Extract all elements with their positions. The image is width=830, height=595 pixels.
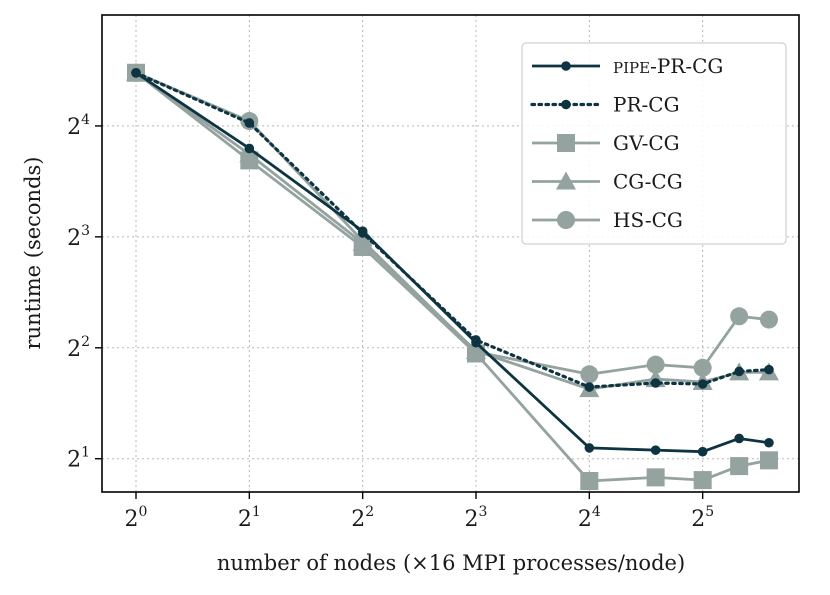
data-point [467,344,485,363]
x-tick-exponent: 5 [705,504,714,520]
data-point [759,451,778,470]
y-tick-exponent: 3 [81,223,90,239]
x-axis-title: number of nodes (×16 MPI processes/node) [217,551,685,575]
y-tick-label: 24 [67,112,90,140]
x-tick-exponent: 0 [139,504,148,520]
legend-marker [561,61,571,71]
data-point [650,445,661,455]
y-tick-base: 2 [67,448,81,473]
x-tick-exponent: 3 [479,504,488,520]
data-point [693,471,712,490]
x-tick-exponent: 4 [592,504,601,520]
data-point [580,472,599,491]
y-tick-exponent: 2 [81,334,90,350]
legend: PIPE-PR-CG PR-CG GV-CG CG-CG HS-CG [521,42,787,245]
y-tick-exponent: 4 [81,112,90,128]
data-point [357,226,368,236]
y-tick-base: 2 [67,115,81,140]
data-point [693,358,712,377]
y-tick-base: 2 [67,337,81,362]
legend-box [521,42,787,245]
y-tick-exponent: 1 [81,445,90,461]
legend-entry: CG-CG [532,170,683,194]
series-layer [126,62,779,491]
data-point [584,382,595,392]
x-tick-label: 23 [465,504,488,532]
data-point [584,443,595,453]
data-point [244,143,255,154]
legend-marker [561,99,571,110]
data-point [471,337,481,348]
x-tick-label: 21 [238,504,261,532]
data-point [759,310,778,329]
legend-label-prefix: PIPE [613,59,650,77]
y-axis-title: runtime (seconds) [21,157,45,350]
x-tick-base: 2 [691,507,705,532]
data-point [580,365,599,384]
data-point [697,446,708,457]
data-point [697,379,708,389]
series-pr-cg [131,67,774,457]
data-point [650,378,661,388]
series-gv-cg [127,63,778,491]
legend-marker [557,134,575,152]
legend-entry: HS-CG [532,208,683,232]
x-tick-label: 24 [578,504,601,532]
legend-label: PR-CG [613,93,680,117]
legend-label-name: CG-CG [613,170,683,194]
y-tick-label: 23 [67,223,90,251]
legend-label: CG-CG [613,170,683,194]
x-tick-base: 2 [578,507,592,532]
legend-label: HS-CG [613,208,683,232]
y-tick-label: 22 [67,334,90,362]
x-tick-label: 22 [351,504,374,532]
data-point [734,366,744,377]
data-point [730,457,749,476]
x-tick-label: 25 [691,504,714,532]
plot-frame [101,14,800,493]
legend-label: PIPE-PR-CG [613,54,723,78]
legend-label: GV-CG [613,131,680,155]
legend-marker [557,211,575,229]
x-tick-exponent: 1 [252,504,261,520]
x-tick-base: 2 [238,507,252,532]
legend-entry: PIPE-PR-CG [532,54,723,78]
legend-label-name: GV-CG [613,131,680,155]
legend-entry: GV-CG [532,131,680,155]
x-tick-base: 2 [465,507,479,532]
data-point [353,237,372,256]
data-point [244,118,255,128]
y-tick-base: 2 [67,226,81,251]
data-point [764,364,774,375]
legend-marker [556,171,576,190]
x-tick-label: 20 [125,504,148,532]
legend-label-name: PR-CG [613,93,680,117]
legend-entry: PR-CG [530,93,680,117]
data-point [131,67,141,78]
y-tick-label: 21 [67,445,90,473]
data-point [764,437,774,448]
data-point [240,151,259,170]
x-tick-exponent: 2 [365,504,374,520]
legend-label-name: HS-CG [613,208,683,232]
data-point [730,307,749,326]
x-tick-base: 2 [351,507,365,532]
data-point [646,468,665,487]
legend-label-name: -PR-CG [650,54,723,78]
data-point [734,433,744,444]
x-tick-base: 2 [125,507,139,532]
data-point [646,355,665,374]
